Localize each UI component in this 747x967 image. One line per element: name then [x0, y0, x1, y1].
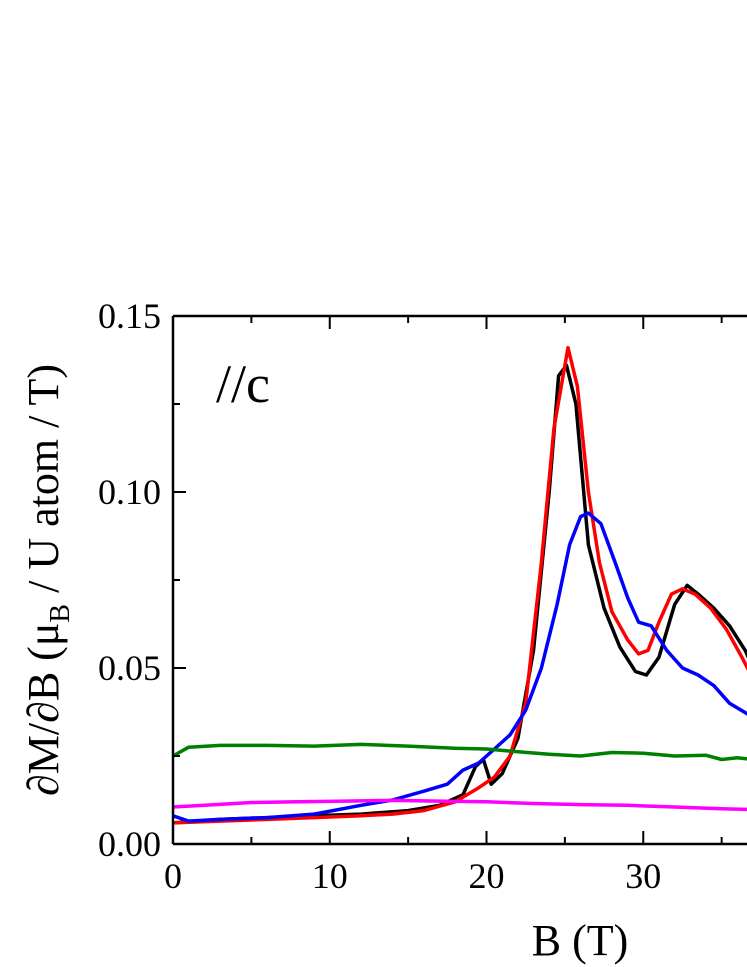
series-line-3 — [173, 511, 747, 823]
series-layer — [173, 345, 747, 825]
y-tick-label: 0.15 — [98, 296, 161, 336]
x-tick-label: 0 — [164, 856, 182, 896]
y-axis-title: ∂M/∂B (μB / U atom / T) — [19, 364, 76, 796]
y-tick-label: 0.00 — [98, 824, 161, 864]
series-line-4 — [173, 742, 747, 762]
y-tick-label: 0.05 — [98, 648, 161, 688]
y-axis-title-pre: ∂M/∂B (μ — [19, 623, 68, 796]
x-tick-label: 30 — [625, 856, 661, 896]
annotation-direction: //c — [216, 354, 270, 414]
series-line-2 — [173, 345, 747, 825]
y-axis-title-post: / U atom / T) — [19, 364, 68, 604]
x-tick-label: 20 — [469, 856, 505, 896]
x-tick-label: 10 — [312, 856, 348, 896]
y-tick-label: 0.10 — [98, 472, 161, 512]
y-axis-title-sub: B — [45, 604, 76, 623]
axes-layer: 0 10 20 30 0.00 0.05 0.10 0.15 — [98, 296, 747, 896]
series-line-5 — [173, 798, 747, 812]
x-axis-title: B (T) — [532, 916, 629, 965]
